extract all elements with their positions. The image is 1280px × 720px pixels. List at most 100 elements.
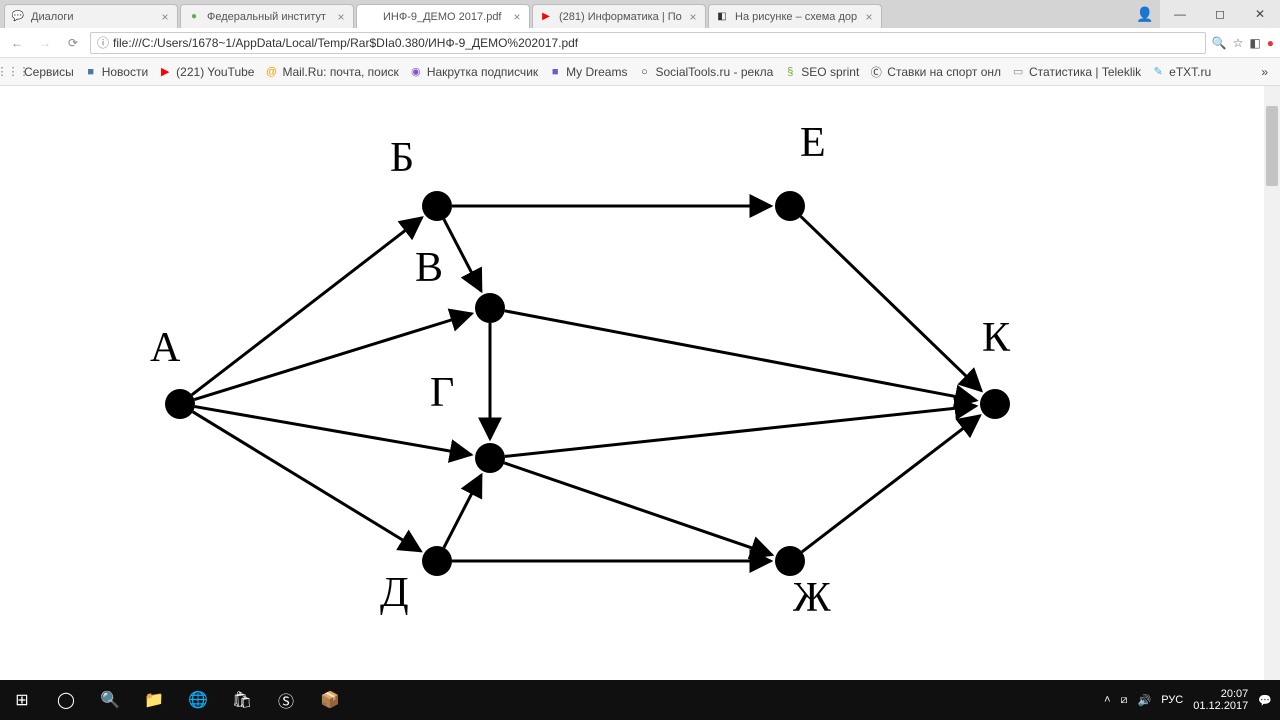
bookmark-label: Накрутка подписчик: [427, 65, 538, 79]
bookmark-favicon: ▶: [158, 65, 172, 79]
browser-tabstrip: 💬 Диалоги ×● Федеральный институт × ИНФ-…: [0, 0, 1280, 28]
minimize-button[interactable]: —: [1160, 0, 1200, 28]
bookmark-label: Новости: [102, 65, 148, 79]
graph-node: [422, 546, 452, 576]
bookmark-item[interactable]: ■My Dreams: [548, 65, 627, 79]
graph-node-label: Ж: [793, 575, 831, 621]
tab-close-icon[interactable]: ×: [863, 11, 875, 23]
bookmark-item[interactable]: Ⓒ Ставки на спорт онл: [869, 65, 1001, 79]
tab-title: (281) Информатика | По: [559, 11, 687, 23]
graph-edge: [504, 463, 772, 555]
system-tray: ˄ ⧄ 🔊 РУС 20:07 01.12.2017 💬: [1104, 680, 1280, 720]
bookmark-label: Сервисы: [24, 65, 74, 79]
graph-edge: [444, 475, 481, 548]
graph-node-label: Г: [430, 370, 454, 416]
tab-close-icon[interactable]: ×: [511, 11, 523, 23]
graph-node: [980, 389, 1010, 419]
browser-tab[interactable]: 💬 Диалоги ×: [4, 4, 178, 28]
bookmark-favicon: Ⓒ: [869, 65, 883, 79]
tab-favicon: [363, 10, 377, 24]
taskbar-app[interactable]: 🔍: [88, 680, 132, 720]
info-icon[interactable]: ⓘ: [97, 34, 109, 51]
close-button[interactable]: ✕: [1240, 0, 1280, 28]
bookmark-label: Статистика | Teleklik: [1029, 65, 1141, 79]
extension-icon[interactable]: ●: [1267, 36, 1274, 50]
graph-edge: [505, 406, 976, 456]
start-button[interactable]: ⊞: [0, 680, 44, 720]
graph-node: [165, 389, 195, 419]
reload-button[interactable]: ⟳: [62, 32, 84, 54]
graph-node: [475, 443, 505, 473]
zoom-icon[interactable]: 🔍: [1212, 36, 1227, 50]
scrollbar-thumb[interactable]: [1266, 106, 1278, 186]
graph-edge: [802, 416, 980, 552]
bookmark-item[interactable]: ◉ Накрутка подписчик: [409, 65, 538, 79]
bookmark-item[interactable]: ✎ eTXT.ru: [1151, 65, 1211, 79]
tray-language[interactable]: РУС: [1161, 694, 1183, 706]
bookmark-label: eTXT.ru: [1169, 65, 1211, 79]
tray-network-icon[interactable]: ⧄: [1121, 694, 1128, 707]
tab-favicon: ▶: [539, 10, 553, 24]
bookmark-item[interactable]: ○ SocialTools.ru - рекла: [637, 65, 773, 79]
taskbar-app[interactable]: 🛍: [220, 680, 264, 720]
taskbar-app[interactable]: ◯: [44, 680, 88, 720]
bookmark-item[interactable]: ■Новости: [84, 65, 148, 79]
graph-node: [422, 191, 452, 221]
tray-volume-icon[interactable]: 🔊: [1138, 694, 1152, 707]
graph-edge: [193, 412, 421, 551]
bookmark-item[interactable]: § SEO sprint: [783, 65, 859, 79]
tray-date: 01.12.2017: [1193, 700, 1248, 712]
tray-time: 20:07: [1193, 688, 1248, 700]
pdf-viewport: АБВГДЕЖК: [0, 86, 1264, 680]
browser-tab[interactable]: ИНФ-9_ДЕМО 2017.pdf ×: [356, 4, 530, 28]
bookmark-item[interactable]: ⋮⋮⋮ Сервисы: [6, 65, 74, 79]
vertical-scrollbar[interactable]: [1264, 86, 1280, 680]
forward-button[interactable]: →: [34, 32, 56, 54]
graph-node-label: А: [150, 325, 181, 371]
bookmark-favicon: ⋮⋮⋮: [6, 65, 20, 79]
taskbar-app[interactable]: 📦: [308, 680, 352, 720]
address-bar: ← → ⟳ ⓘ file:///C:/Users/1678~1/AppData/…: [0, 28, 1280, 58]
extension-icon[interactable]: ◧: [1249, 36, 1260, 50]
graph-edge: [505, 311, 977, 401]
bookmark-label: My Dreams: [566, 65, 627, 79]
browser-tab[interactable]: ◧ На рисунке – схема дор ×: [708, 4, 882, 28]
window-controls: 👤 — ◻ ✕: [1130, 0, 1280, 28]
graph-node-label: Д: [380, 570, 409, 616]
bookmark-item[interactable]: ▭ Статистика | Teleklik: [1011, 65, 1141, 79]
tray-notifications-icon[interactable]: 💬: [1258, 694, 1272, 707]
back-button[interactable]: ←: [6, 32, 28, 54]
roads-graph: АБВГДЕЖК: [0, 86, 1264, 680]
tab-close-icon[interactable]: ×: [687, 11, 699, 23]
maximize-button[interactable]: ◻: [1200, 0, 1240, 28]
bookmark-favicon: ✎: [1151, 65, 1165, 79]
tray-up-icon[interactable]: ˄: [1104, 694, 1110, 706]
taskbar-app[interactable]: Ⓢ: [264, 680, 308, 720]
taskbar-app[interactable]: 📁: [132, 680, 176, 720]
bookmark-label: SocialTools.ru - рекла: [655, 65, 773, 79]
tray-clock[interactable]: 20:07 01.12.2017: [1193, 688, 1248, 712]
taskbar-app[interactable]: 🌐: [176, 680, 220, 720]
tab-favicon: 💬: [11, 10, 25, 24]
bookmark-favicon: ▭: [1011, 65, 1025, 79]
bookmark-favicon: ◉: [409, 65, 423, 79]
bookmark-item[interactable]: ▶(221) YouTube: [158, 65, 254, 79]
bookmark-label: Ставки на спорт онл: [887, 65, 1001, 79]
bookmark-favicon: §: [783, 65, 797, 79]
bookmark-label: SEO sprint: [801, 65, 859, 79]
bookmark-star-icon[interactable]: ☆: [1233, 36, 1244, 50]
tab-favicon: ◧: [715, 10, 729, 24]
graph-node-label: В: [415, 245, 443, 291]
tab-close-icon[interactable]: ×: [335, 11, 347, 23]
browser-tab[interactable]: ● Федеральный институт ×: [180, 4, 354, 28]
graph-edge: [801, 216, 982, 390]
browser-tab[interactable]: ▶ (281) Информатика | По ×: [532, 4, 706, 28]
graph-node-label: Б: [390, 135, 414, 181]
tab-close-icon[interactable]: ×: [159, 11, 171, 23]
url-input[interactable]: ⓘ file:///C:/Users/1678~1/AppData/Local/…: [90, 32, 1206, 54]
profile-icon[interactable]: 👤: [1130, 0, 1160, 28]
graph-edge: [444, 219, 481, 291]
bookmark-favicon: ○: [637, 65, 651, 79]
bookmarks-overflow-button[interactable]: »: [1261, 65, 1274, 79]
bookmark-item[interactable]: @Mail.Ru: почта, поиск: [264, 65, 398, 79]
